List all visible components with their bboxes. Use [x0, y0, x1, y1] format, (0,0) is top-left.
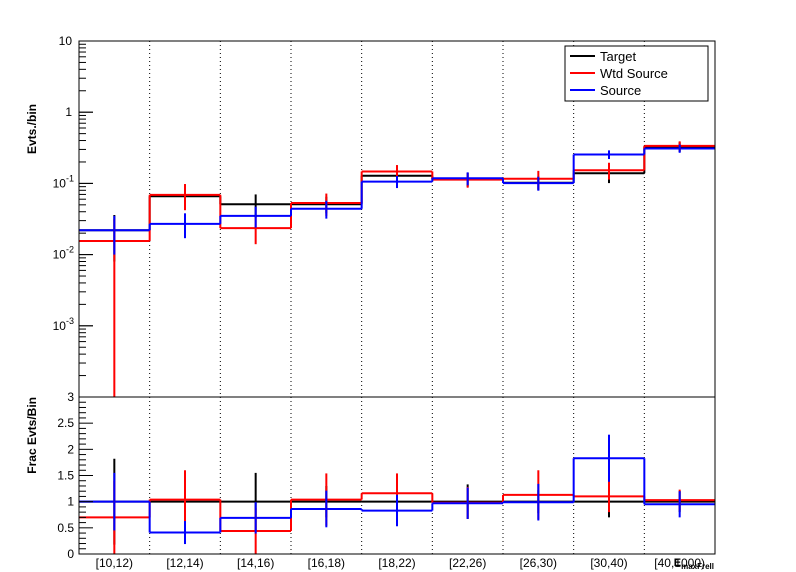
top-y-tick-label: 10-2	[53, 245, 74, 262]
top-y-tick-mantissa: 1	[65, 105, 72, 119]
x-tick-labels: [10,12) [12,14) [14,16) [16,18) [18,22) [22,2…	[96, 556, 705, 570]
bottom-y-axis-title: Frac Evts/Bin	[25, 397, 39, 474]
top-y-tick-mantissa: 10	[53, 319, 67, 333]
legend-label: Target	[600, 49, 637, 64]
bottom-y-tick-label: 0.5	[57, 521, 74, 535]
top-y-tick-exponent: -2	[66, 245, 74, 255]
bottom-error-bars	[113, 434, 681, 554]
x-tick-label: [40,1000)	[654, 556, 705, 570]
x-tick-label: [10,12)	[96, 556, 133, 570]
bottom-panel: 0 0.5 1 1.5 2 2.5 3 [10,12) [12,14) [14,16) [16,1…	[25, 390, 716, 571]
top-y-tick-label: 10-1	[53, 173, 74, 190]
top-y-tick-label: 1	[65, 105, 72, 119]
legend-label: Wtd Source	[600, 66, 668, 81]
x-tick-label: [12,14)	[166, 556, 203, 570]
x-tick-label: [16,18)	[308, 556, 345, 570]
bottom-y-ticks: 0 0.5 1 1.5 2 2.5 3	[57, 390, 93, 561]
top-y-axis-title: Evts./bin	[25, 104, 39, 154]
bottom-y-tick-label: 3	[67, 390, 74, 404]
bottom-y-tick-label: 2.5	[57, 416, 74, 430]
x-axis-title-sub: maxFrell	[681, 562, 714, 571]
x-axis-title: EmaxFrell	[674, 557, 714, 571]
bottom-y-tick-label: 2	[67, 442, 74, 456]
legend: Target Wtd Source Source	[564, 45, 709, 102]
top-grid	[149, 41, 645, 397]
top-y-tick-label: 10	[59, 34, 73, 48]
top-y-tick-mantissa: 10	[59, 34, 73, 48]
x-tick-label: [26,30)	[520, 556, 557, 570]
x-tick-label: [30,40)	[590, 556, 627, 570]
bottom-y-tick-label: 1.5	[57, 469, 74, 483]
x-axis-title-main: E	[674, 557, 681, 569]
x-tick-label: [18,22)	[378, 556, 415, 570]
top-y-tick-mantissa: 10	[53, 248, 67, 262]
top-error-bars	[113, 141, 681, 397]
bottom-y-tick-label: 1	[67, 495, 74, 509]
legend-label: Source	[600, 83, 641, 98]
top-y-tick-label: 10-3	[53, 316, 74, 333]
top-y-tick-exponent: -1	[66, 173, 74, 183]
x-tick-label: [14,16)	[237, 556, 274, 570]
top-y-tick-exponent: -3	[66, 316, 74, 326]
bottom-y-tick-label: 0	[67, 547, 74, 561]
x-tick-label: [22,26)	[449, 556, 486, 570]
top-y-tick-mantissa: 10	[53, 176, 67, 190]
